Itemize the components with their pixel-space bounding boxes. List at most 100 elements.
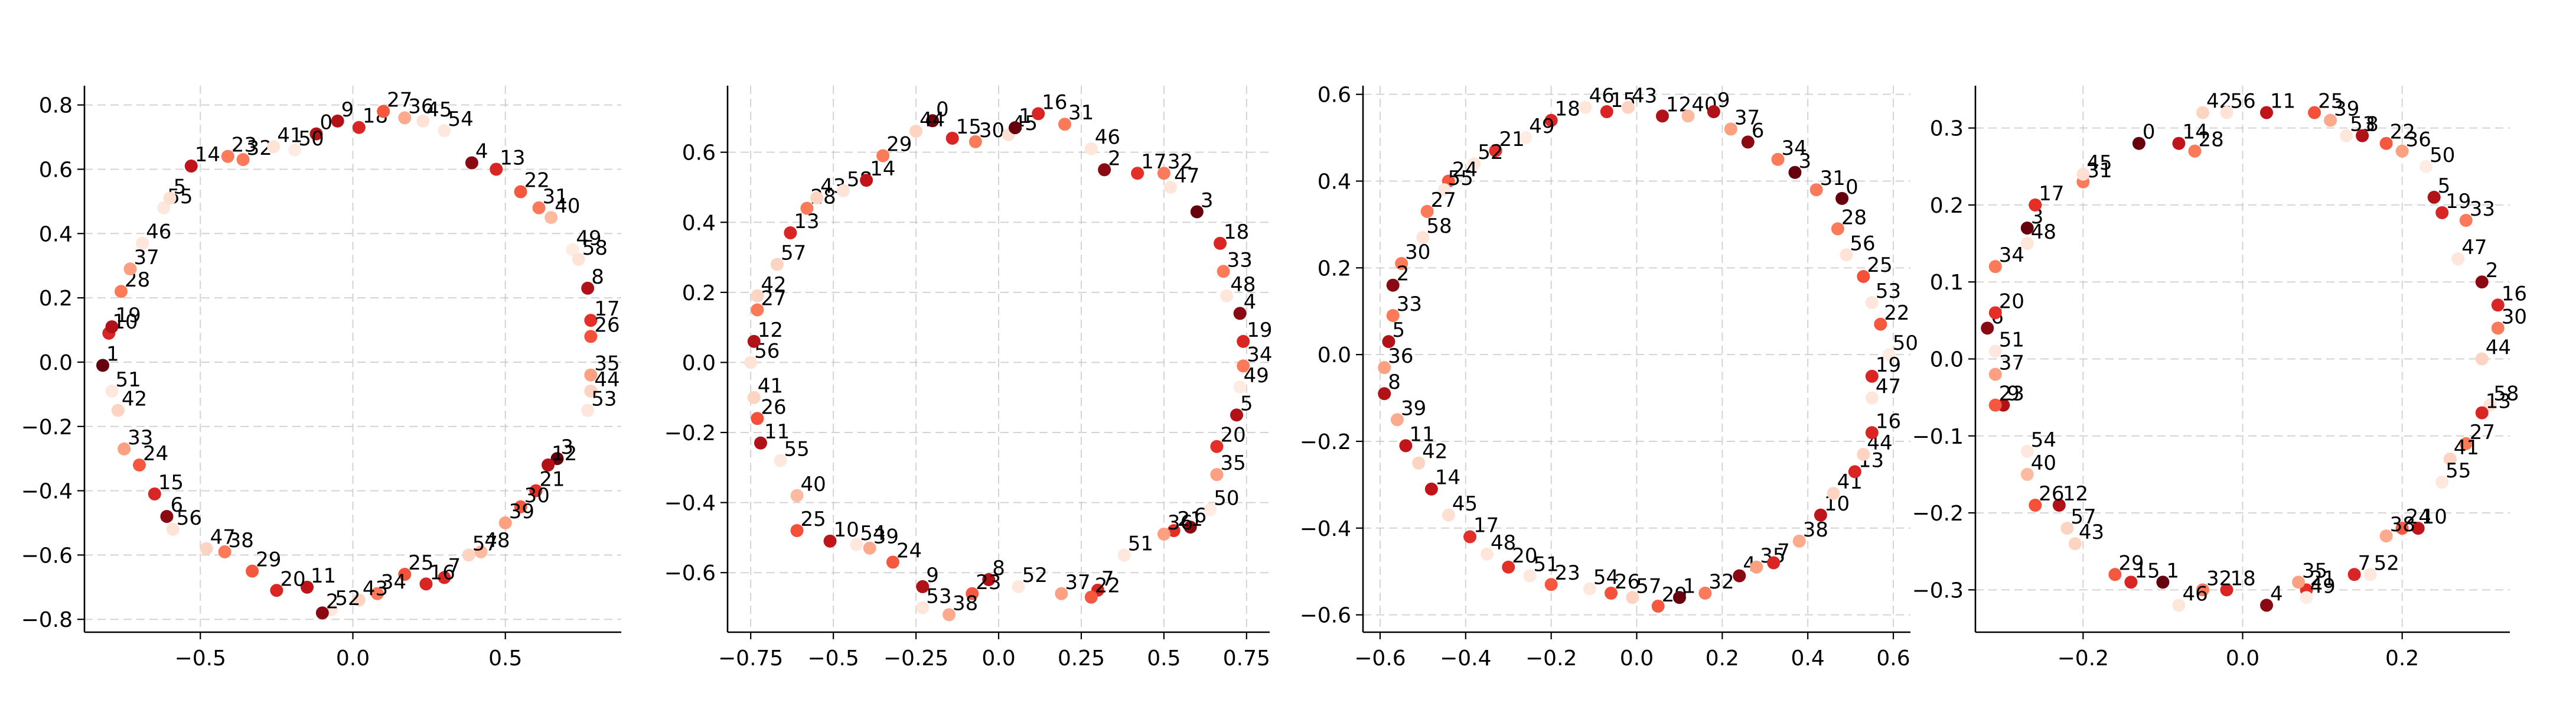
point-label-40: 40 bbox=[801, 473, 826, 496]
x-tick-label: −0.6 bbox=[1354, 646, 1406, 671]
point-label-34: 34 bbox=[381, 571, 406, 594]
point-label-30: 30 bbox=[1405, 240, 1430, 264]
point-label-15: 15 bbox=[158, 471, 184, 495]
point-label-6: 6 bbox=[1752, 119, 1765, 142]
data-point-36 bbox=[1157, 527, 1170, 541]
x-tick-label: 0.6 bbox=[1876, 646, 1910, 671]
point-label-8: 8 bbox=[2366, 113, 2379, 136]
point-label-13: 13 bbox=[500, 146, 525, 170]
data-point-30 bbox=[969, 135, 982, 148]
data-point-16 bbox=[1865, 426, 1879, 440]
point-label-4: 4 bbox=[1244, 290, 1257, 314]
data-point-10 bbox=[823, 534, 837, 548]
point-label-47: 47 bbox=[210, 526, 236, 549]
data-point-57 bbox=[462, 548, 475, 562]
data-point-25 bbox=[790, 524, 804, 538]
point-label-44: 44 bbox=[2486, 336, 2511, 360]
point-label-2: 2 bbox=[1108, 147, 1121, 170]
y-tick-label: 0.0 bbox=[1930, 348, 1964, 372]
point-label-55: 55 bbox=[784, 437, 810, 461]
data-point-30 bbox=[1395, 256, 1408, 270]
y-tick-label: 0.6 bbox=[39, 158, 73, 182]
data-point-15 bbox=[1600, 105, 1613, 119]
x-tick-label: 0.0 bbox=[982, 646, 1015, 671]
data-point-28 bbox=[1831, 222, 1844, 236]
point-label-33: 33 bbox=[128, 426, 153, 450]
point-label-41: 41 bbox=[277, 123, 302, 147]
point-label-7: 7 bbox=[1101, 567, 1114, 591]
data-point-3 bbox=[550, 452, 564, 466]
data-point-1 bbox=[96, 359, 109, 372]
panel-1: −0.5 0.0 0.5 −0.8 −0.6 −0.4 −0.2 0.0 0.2 0.4 0.6 0.… bbox=[21, 86, 621, 671]
y-tick-label: −0.2 bbox=[664, 421, 716, 445]
point-label-58: 58 bbox=[1426, 214, 1452, 238]
point-label-30: 30 bbox=[979, 119, 1005, 142]
point-label-3: 3 bbox=[1798, 149, 1811, 173]
data-point-18 bbox=[1544, 113, 1558, 127]
x-tick-label: 0.0 bbox=[336, 646, 370, 671]
point-label-42: 42 bbox=[122, 388, 147, 411]
data-point-51 bbox=[1117, 548, 1131, 562]
point-label-57: 57 bbox=[2070, 505, 2096, 529]
data-point-23 bbox=[966, 587, 979, 600]
data-point-32 bbox=[1157, 167, 1170, 180]
data-point-19 bbox=[105, 320, 119, 334]
point-label-33: 33 bbox=[1227, 248, 1253, 272]
data-point-53 bbox=[581, 404, 595, 417]
data-point-6 bbox=[1741, 135, 1755, 149]
data-point-55 bbox=[157, 201, 171, 214]
data-point-32 bbox=[2196, 583, 2209, 597]
data-point-55 bbox=[774, 454, 787, 467]
data-point-14 bbox=[1424, 482, 1438, 496]
data-point-14 bbox=[2172, 136, 2186, 150]
data-point-39 bbox=[1390, 413, 1404, 427]
data-point-5 bbox=[1230, 408, 1244, 422]
y-tick-label: −0.8 bbox=[21, 608, 73, 632]
point-label-45: 45 bbox=[426, 98, 452, 122]
point-label-2: 2 bbox=[326, 590, 339, 613]
data-point-53 bbox=[1865, 296, 1879, 310]
data-point-3 bbox=[1190, 205, 1204, 219]
data-point-24 bbox=[886, 555, 899, 569]
point-label-33: 33 bbox=[1397, 292, 1422, 316]
data-point-22 bbox=[2379, 136, 2393, 150]
point-label-0: 0 bbox=[320, 111, 333, 135]
y-tick-label: 0.0 bbox=[39, 351, 73, 375]
y-tick-label: 0.0 bbox=[1318, 343, 1351, 367]
data-point-19 bbox=[2435, 206, 2449, 219]
point-label-34: 34 bbox=[1247, 343, 1272, 366]
x-tick-label: −0.75 bbox=[718, 646, 783, 671]
y-tick-label: 0.6 bbox=[1318, 83, 1351, 108]
point-label-25: 25 bbox=[408, 551, 433, 575]
data-point-44 bbox=[909, 125, 923, 138]
data-point-57 bbox=[2060, 522, 2074, 535]
data-point-22 bbox=[1084, 590, 1098, 604]
data-point-45 bbox=[2076, 167, 2090, 181]
data-point-21 bbox=[529, 484, 543, 497]
point-label-17: 17 bbox=[1473, 513, 1499, 537]
point-label-9: 9 bbox=[926, 564, 939, 587]
data-point-50 bbox=[288, 143, 302, 157]
data-point-8 bbox=[581, 281, 595, 295]
point-label-26: 26 bbox=[2039, 482, 2064, 506]
data-point-26 bbox=[1605, 586, 1618, 600]
data-point-47 bbox=[1865, 391, 1879, 405]
data-point-34 bbox=[1237, 359, 1250, 373]
point-label-0: 0 bbox=[1845, 175, 1858, 199]
data-point-52 bbox=[2363, 568, 2377, 581]
point-label-19: 19 bbox=[115, 304, 141, 327]
point-label-39: 39 bbox=[509, 500, 534, 523]
point-label-5: 5 bbox=[2438, 174, 2451, 198]
point-label-20: 20 bbox=[1999, 290, 2024, 313]
data-point-41 bbox=[1827, 487, 1840, 500]
y-tick-label: −0.6 bbox=[1300, 604, 1351, 628]
point-label-40: 40 bbox=[2031, 451, 2056, 475]
data-point-30 bbox=[2491, 321, 2505, 335]
data-point-23 bbox=[1988, 398, 2002, 412]
data-point-50 bbox=[1204, 503, 1217, 516]
point-label-24: 24 bbox=[1452, 158, 1478, 182]
data-point-13 bbox=[490, 162, 503, 176]
data-point-56 bbox=[2220, 106, 2233, 119]
point-label-9: 9 bbox=[341, 98, 354, 122]
data-point-46 bbox=[1579, 100, 1592, 114]
